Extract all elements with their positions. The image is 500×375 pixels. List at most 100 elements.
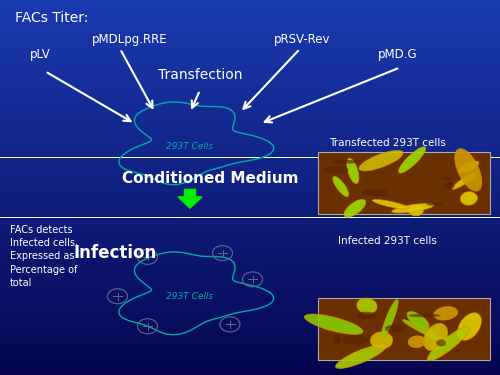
Bar — [0, 261, 500, 262]
Ellipse shape — [330, 160, 358, 164]
Ellipse shape — [344, 200, 366, 217]
Bar — [0, 38, 500, 39]
Text: 293T Cells: 293T Cells — [166, 142, 214, 151]
Bar — [0, 144, 500, 146]
Ellipse shape — [458, 313, 481, 340]
Bar — [0, 118, 500, 120]
Bar — [0, 236, 500, 238]
Bar — [0, 129, 500, 131]
Bar — [0, 158, 500, 159]
Ellipse shape — [452, 173, 476, 189]
Bar — [0, 124, 500, 126]
Bar — [0, 246, 500, 248]
FancyArrow shape — [178, 189, 202, 208]
Text: Transfected 293T cells: Transfected 293T cells — [329, 138, 446, 148]
Bar — [0, 86, 500, 88]
Bar — [0, 32, 500, 34]
Ellipse shape — [381, 300, 398, 339]
Bar — [0, 197, 500, 199]
Bar — [0, 334, 500, 336]
Bar — [0, 270, 500, 272]
Ellipse shape — [336, 345, 386, 369]
Bar — [0, 341, 500, 343]
Bar — [0, 47, 500, 49]
Ellipse shape — [304, 314, 363, 334]
Bar — [0, 251, 500, 253]
Bar — [0, 15, 500, 17]
Bar — [0, 232, 500, 234]
Bar — [0, 176, 500, 178]
Text: 293T Cells: 293T Cells — [166, 292, 214, 301]
Bar — [0, 206, 500, 208]
Bar — [0, 285, 500, 287]
Bar — [0, 358, 500, 360]
Bar — [0, 30, 500, 32]
Text: pMD.G: pMD.G — [378, 48, 418, 61]
Bar — [0, 68, 500, 69]
Bar — [0, 216, 500, 217]
Bar — [0, 302, 500, 304]
Bar — [0, 6, 500, 8]
Bar — [0, 272, 500, 274]
Bar — [0, 184, 500, 186]
Bar — [0, 360, 500, 362]
Ellipse shape — [458, 161, 479, 172]
Bar — [0, 195, 500, 197]
Bar — [0, 88, 500, 90]
Bar — [0, 238, 500, 240]
Bar — [0, 300, 500, 302]
Ellipse shape — [438, 177, 454, 180]
Bar — [0, 259, 500, 261]
Bar — [0, 283, 500, 285]
Bar — [0, 128, 500, 129]
Bar — [0, 204, 500, 206]
Text: pMDLpg.RRE: pMDLpg.RRE — [92, 33, 168, 46]
Bar — [0, 336, 500, 338]
Bar — [0, 328, 500, 330]
Bar — [0, 174, 500, 176]
Bar — [0, 58, 500, 60]
Bar — [318, 298, 490, 360]
Bar — [0, 231, 500, 232]
Bar — [0, 152, 500, 154]
Bar — [0, 339, 500, 341]
Ellipse shape — [434, 307, 458, 320]
Bar — [0, 186, 500, 188]
Bar — [0, 191, 500, 193]
Bar — [0, 36, 500, 38]
Bar — [0, 28, 500, 30]
Bar — [0, 24, 500, 26]
Bar — [0, 308, 500, 309]
Bar — [0, 131, 500, 133]
Bar — [0, 75, 500, 77]
Bar — [0, 362, 500, 364]
Bar — [0, 148, 500, 150]
Ellipse shape — [408, 314, 440, 317]
Ellipse shape — [408, 336, 426, 348]
Bar — [0, 41, 500, 43]
Bar — [0, 120, 500, 122]
Bar — [0, 373, 500, 375]
Bar — [0, 292, 500, 294]
Bar — [0, 0, 500, 2]
Bar — [0, 60, 500, 62]
Bar — [0, 159, 500, 161]
Bar — [0, 244, 500, 246]
Bar — [0, 276, 500, 278]
Bar — [0, 279, 500, 281]
Bar — [0, 81, 500, 82]
Bar — [0, 165, 500, 167]
Bar — [0, 330, 500, 332]
Bar — [0, 240, 500, 242]
Bar — [0, 39, 500, 41]
Bar — [0, 171, 500, 172]
Bar — [0, 101, 500, 103]
Bar — [0, 225, 500, 227]
Text: Infection: Infection — [74, 244, 156, 262]
Bar — [318, 152, 490, 214]
Bar — [0, 369, 500, 371]
Bar — [0, 287, 500, 289]
Ellipse shape — [444, 182, 454, 189]
Ellipse shape — [370, 332, 392, 349]
Bar — [0, 253, 500, 255]
